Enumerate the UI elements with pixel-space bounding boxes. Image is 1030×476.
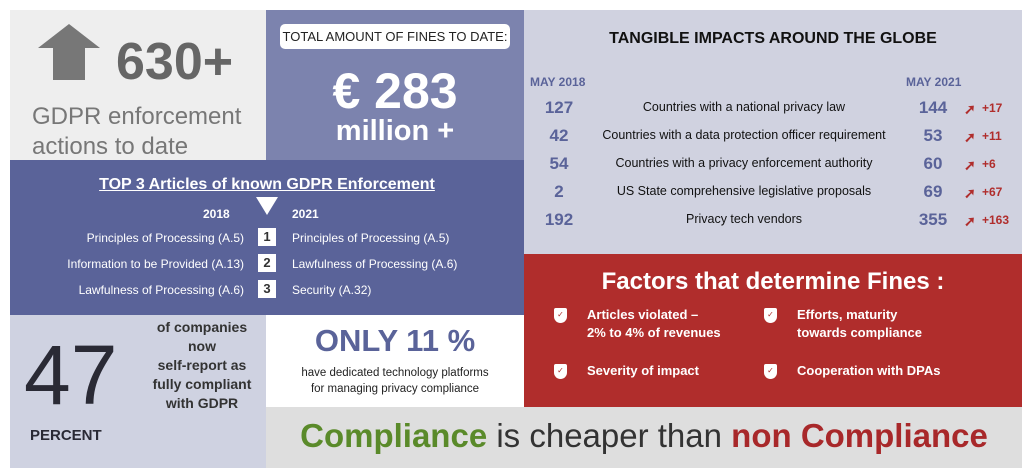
article-2021: Lawfulness of Processing (A.6) bbox=[292, 257, 458, 271]
factor-text: Severity of impact bbox=[587, 363, 699, 378]
impact-label: Countries with a privacy enforcement aut… bbox=[615, 156, 873, 170]
value-2018: 42 bbox=[549, 126, 569, 145]
year-2018: 2018 bbox=[203, 207, 230, 221]
enforcement-panel: 630+ GDPR enforcement actions to date bbox=[10, 10, 266, 160]
article-2018: Principles of Processing (A.5) bbox=[86, 231, 244, 245]
delta: +17 bbox=[982, 101, 1003, 115]
rank-badge: 1 bbox=[258, 228, 276, 246]
value-2021: 355 bbox=[918, 210, 948, 229]
col-2018: MAY 2018 bbox=[530, 75, 586, 89]
fines-label: TOTAL AMOUNT OF FINES TO DATE: bbox=[280, 24, 510, 49]
col-2021: MAY 2021 bbox=[906, 75, 962, 89]
delta: +6 bbox=[982, 157, 996, 171]
slogan-banner: Compliance is cheaper than non Complianc… bbox=[266, 407, 1022, 468]
article-2018: Information to be Provided (A.13) bbox=[67, 257, 244, 271]
rank-badge: 2 bbox=[258, 254, 276, 272]
value-2018: 192 bbox=[544, 210, 574, 229]
triangle-pointer-icon bbox=[256, 197, 278, 215]
slogan: Compliance is cheaper than non Complianc… bbox=[300, 417, 988, 454]
impact-row: 127 Countries with a national privacy law… bbox=[524, 98, 1022, 124]
shield-check-icon: ✓ bbox=[764, 308, 777, 323]
impact-row: 54 Countries with a privacy enforcement a… bbox=[524, 154, 1022, 180]
value-2018: 2 bbox=[554, 182, 564, 201]
year-2021: 2021 bbox=[292, 207, 319, 221]
article-row: Lawfulness of Processing (A.6) 3 Security … bbox=[10, 280, 524, 302]
fines-panel: TOTAL AMOUNT OF FINES TO DATE: € 283 mil… bbox=[266, 10, 524, 160]
value-2021: 144 bbox=[918, 98, 948, 117]
article-2021: Security (A.32) bbox=[292, 283, 372, 297]
factor-text: Cooperation with DPAs bbox=[797, 363, 941, 378]
shield-check-icon: ✓ bbox=[554, 308, 567, 323]
trend-up-arrow-icon: ➚ bbox=[964, 185, 976, 201]
global-title: TANGIBLE IMPACTS AROUND THE GLOBE bbox=[609, 30, 937, 47]
delta: +163 bbox=[982, 213, 1010, 227]
global-impacts-panel: TANGIBLE IMPACTS AROUND THE GLOBE MAY 20… bbox=[524, 10, 1022, 254]
trend-up-arrow-icon: ➚ bbox=[964, 129, 976, 145]
delta: +11 bbox=[982, 129, 1002, 143]
enforcement-count: 630+ bbox=[116, 33, 234, 91]
value-2018: 127 bbox=[544, 98, 574, 117]
impact-row: 42 Countries with a data protection offic… bbox=[524, 126, 1022, 152]
compliant-number: 47 bbox=[24, 328, 118, 422]
trend-up-arrow-icon: ➚ bbox=[964, 101, 976, 117]
up-arrow-icon bbox=[38, 24, 100, 80]
platforms-headline: ONLY 11 % bbox=[314, 323, 476, 358]
article-row: Principles of Processing (A.5) 1 Principle… bbox=[10, 228, 524, 250]
value-2021: 69 bbox=[923, 182, 943, 201]
top3-articles-panel: TOP 3 Articles of known GDPR Enforcement… bbox=[10, 160, 524, 315]
trend-up-arrow-icon: ➚ bbox=[964, 213, 976, 229]
factor-text: Efforts, maturity towards compliance bbox=[797, 307, 922, 340]
value-2021: 53 bbox=[923, 126, 943, 145]
impact-label: Countries with a national privacy law bbox=[642, 100, 846, 114]
compliant-unit: PERCENT bbox=[30, 427, 102, 444]
impact-row: 192 Privacy tech vendors 355 ➚ +163 bbox=[524, 210, 1022, 236]
top3-title: TOP 3 Articles of known GDPR Enforcement bbox=[99, 176, 435, 193]
shield-check-icon: ✓ bbox=[764, 364, 777, 379]
fines-amount: € 283 bbox=[332, 63, 458, 119]
compliant-text: of companies now self-report as fully compl… bbox=[152, 319, 252, 411]
value-2018: 54 bbox=[549, 154, 569, 173]
factors-title: Factors that determine Fines : bbox=[601, 268, 945, 295]
article-2021: Principles of Processing (A.5) bbox=[292, 231, 450, 245]
factors-panel: Factors that determine Fines : ✓ Articles… bbox=[524, 254, 1022, 407]
factor-text: Articles violated –2% to 4% of revenues bbox=[587, 307, 721, 340]
delta: +67 bbox=[982, 185, 1003, 199]
fines-unit: million + bbox=[335, 115, 455, 147]
impact-label: Countries with a data protection officer… bbox=[602, 128, 886, 142]
compliant-panel: 47 PERCENT of companies now self-report as… bbox=[10, 315, 266, 468]
trend-up-arrow-icon: ➚ bbox=[964, 157, 976, 173]
platforms-panel: ONLY 11 % have dedicated technology plat… bbox=[266, 315, 524, 407]
shield-check-icon: ✓ bbox=[554, 364, 567, 379]
platforms-text: have dedicated technology platforms for m… bbox=[301, 367, 489, 395]
rank-badge: 3 bbox=[258, 280, 276, 298]
enforcement-label: GDPR enforcement actions to date bbox=[32, 103, 242, 160]
impact-label: Privacy tech vendors bbox=[685, 212, 803, 226]
impact-row: 2 US State comprehensive legislative prop… bbox=[524, 182, 1022, 208]
impact-label: US State comprehensive legislative propo… bbox=[616, 184, 872, 198]
article-2018: Lawfulness of Processing (A.6) bbox=[78, 283, 244, 297]
value-2021: 60 bbox=[923, 154, 943, 173]
article-row: Information to be Provided (A.13) 2 Lawful… bbox=[10, 254, 524, 276]
